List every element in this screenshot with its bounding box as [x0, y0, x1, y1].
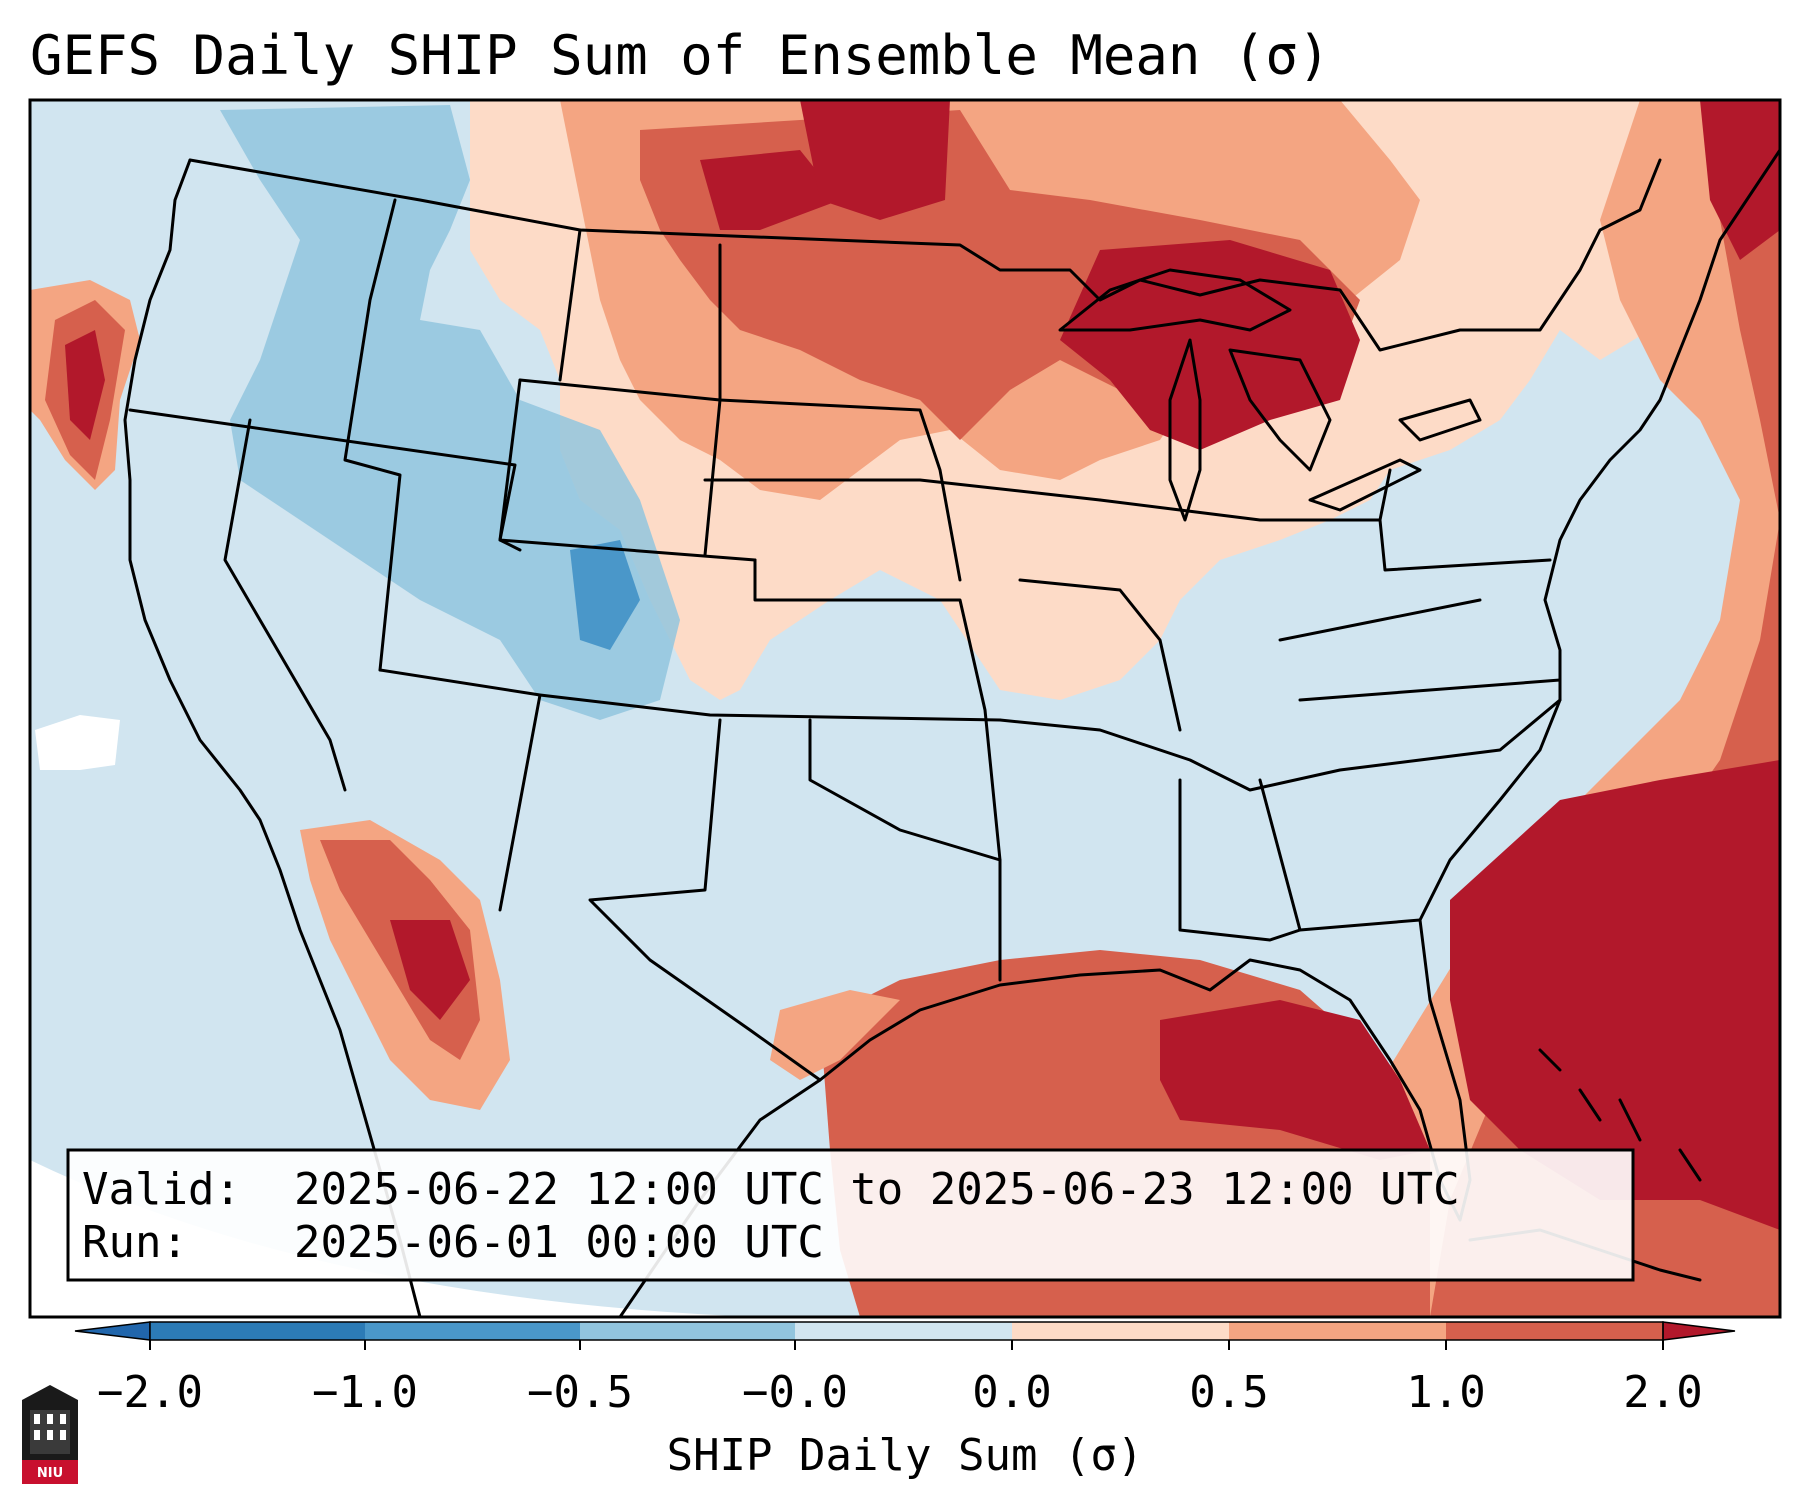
run-label: Run: [82, 1217, 188, 1268]
lake-huron [1228, 348, 1332, 472]
colorbar-tick-label: 2.0 [1623, 1367, 1702, 1418]
state-border-m4 [753, 558, 1002, 862]
west-coastline [123, 158, 422, 1317]
colorbar-tick-label: −2.0 [97, 1367, 203, 1418]
state-border-w2 [223, 418, 347, 792]
state-border-e2 [1018, 578, 1182, 732]
region-null-patch [35, 715, 120, 770]
colorbar-tick-marks [149, 1340, 1664, 1350]
map-frame [28, 98, 1782, 1319]
colorbar-tick-label: −0.5 [527, 1367, 633, 1418]
region-maritimes-core [1700, 100, 1780, 260]
state-border-e1 [998, 698, 1562, 792]
region-gulf-core [1160, 1000, 1430, 1160]
colorbar-bin-2 [365, 1322, 580, 1340]
state-border-e6 [1378, 518, 1552, 572]
state-border-e4 [1178, 778, 1422, 942]
niu-logo: NIU [22, 1385, 78, 1484]
state-border-m2 [718, 243, 962, 582]
us-canada-border [188, 158, 1662, 352]
colorbar-bin-7 [1446, 1322, 1663, 1340]
colorbar-tick-label: −1.0 [312, 1367, 418, 1418]
region-north-dakota-core [700, 150, 840, 230]
colorbar-tick-label: 1.0 [1406, 1367, 1485, 1418]
colorbar-extend-low [74, 1321, 151, 1341]
state-border-w5 [498, 693, 542, 912]
region-sonora-core [390, 920, 470, 1020]
bahamas-islands [1538, 1048, 1702, 1182]
region-pacific-nw-dark [65, 330, 105, 440]
state-border-w6 [498, 378, 757, 562]
colorbar-bin-6 [1229, 1322, 1446, 1340]
logo-text: NIU [37, 1466, 63, 1481]
colorbar-frame [149, 1321, 1664, 1341]
lake-michigan [1168, 338, 1202, 522]
state-border-e7 [1278, 598, 1482, 642]
state-border-m1 [558, 228, 582, 382]
east-coastline [1418, 148, 1780, 922]
university-building-icon [22, 1385, 78, 1484]
state-border-m5 [588, 718, 822, 1082]
state-border-w1 [128, 408, 522, 552]
colorbar-tick-label: 0.5 [1189, 1367, 1268, 1418]
colorbar-bin-5 [1012, 1322, 1229, 1340]
colorbar-extend-high [1662, 1321, 1736, 1341]
state-border-e8 [1298, 678, 1562, 702]
info-box: Valid: 2025-06-22 12:00 UTC to 2025-06-2… [66, 1148, 1635, 1282]
colorbar-bin-4 [795, 1322, 1012, 1340]
shading-field [30, 100, 1780, 1317]
state-border-w3 [343, 198, 402, 672]
lake-superior [1058, 268, 1292, 332]
state-border-m3 [703, 478, 1102, 502]
lake-ontario [1398, 398, 1482, 442]
region-atlantic-core [1450, 760, 1780, 1230]
colorbar-label: SHIP Daily Sum (σ) [667, 1430, 1144, 1481]
colorbar-bin-1 [150, 1322, 365, 1340]
figure-title: GEFS Daily SHIP Sum of Ensemble Mean (σ) [30, 24, 1330, 87]
region-colorado-core [570, 540, 640, 650]
colorbar-tick-label: 0.0 [972, 1367, 1051, 1418]
state-border-e5 [1258, 778, 1302, 932]
state-border-e3 [1098, 468, 1392, 522]
region-great-lakes-core [1060, 240, 1360, 450]
map-panel [28, 98, 1782, 1319]
region-west-blue [220, 105, 680, 720]
state-border-m6 [808, 718, 1002, 982]
region-texas-coast [770, 990, 900, 1080]
valid-value: 2025-06-22 12:00 UTC to 2025-06-23 12:00… [294, 1164, 1460, 1215]
state-border-w4 [378, 668, 1002, 722]
run-value: 2025-06-01 00:00 UTC [294, 1217, 824, 1268]
colorbar-bin-3 [580, 1322, 795, 1340]
info-box-frame [66, 1148, 1635, 1282]
valid-label: Valid: [82, 1164, 241, 1215]
lake-erie [1308, 458, 1422, 512]
colorbar: −2.0 −1.0 −0.5 −0.0 0.0 0.5 1.0 2.0 SHIP… [74, 1321, 1736, 1481]
colorbar-tick-label: −0.0 [742, 1367, 848, 1418]
region-canada-core [800, 100, 950, 220]
map-boundaries [123, 148, 1780, 1317]
